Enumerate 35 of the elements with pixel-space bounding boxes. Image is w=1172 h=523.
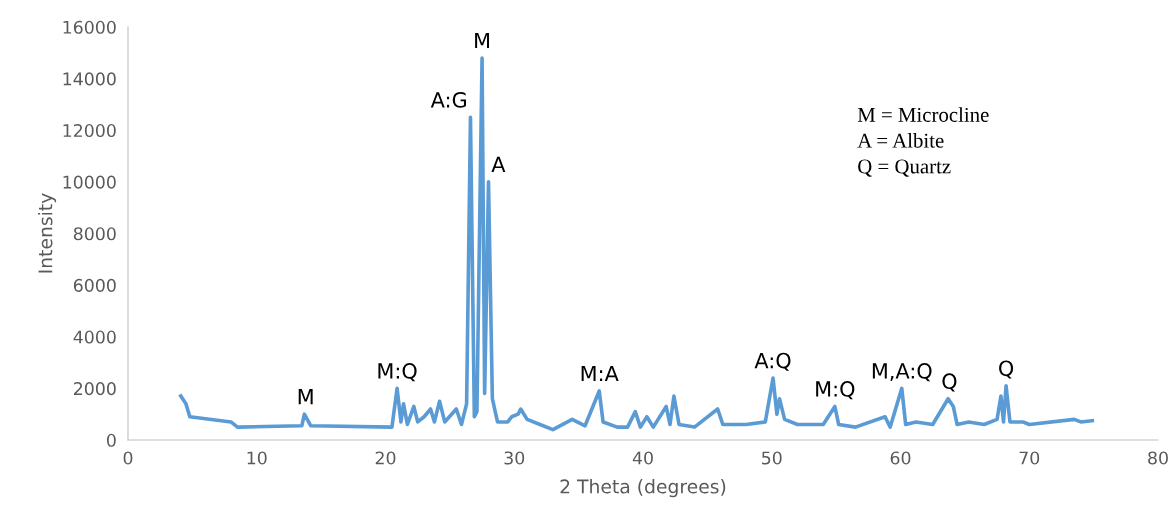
annotation: M:Q xyxy=(378,363,417,382)
y-tick-label: 0 xyxy=(106,433,116,447)
annotation: M xyxy=(475,32,490,49)
annotation: M:A xyxy=(581,365,619,382)
annotation: M:Q xyxy=(816,381,855,400)
x-tick-label: 20 xyxy=(375,451,396,465)
x-tick-label: 80 xyxy=(1148,451,1168,465)
annotation: A:G xyxy=(430,91,466,108)
y-tick-label: 4000 xyxy=(73,330,116,344)
annotation: Q = Quartz xyxy=(858,159,951,177)
annotation: M xyxy=(298,389,313,405)
x-tick-label: 40 xyxy=(632,451,653,465)
annotation: A:Q xyxy=(754,352,791,371)
y-tick-label: 12000 xyxy=(63,123,116,138)
annotation: A xyxy=(491,156,506,172)
x-tick-label: 70 xyxy=(1019,451,1040,465)
x-axis-title: 2 Theta (degrees) xyxy=(560,479,726,498)
x-tick-label: 10 xyxy=(247,451,267,465)
y-tick-label: 8000 xyxy=(73,227,116,241)
annotation: Q xyxy=(942,373,957,392)
x-tick-label: 60 xyxy=(890,451,911,465)
y-axis-title: Intensity xyxy=(37,193,57,273)
annotation: M = Microcline xyxy=(857,107,989,122)
annotation: A = Albite xyxy=(857,133,944,148)
x-tick-label: 0 xyxy=(123,451,133,465)
line-series xyxy=(178,56,1095,432)
x-tick-label: 50 xyxy=(762,451,782,465)
y-tick-label: 10000 xyxy=(63,175,116,189)
y-tick-label: 14000 xyxy=(63,72,116,86)
x-tick-label: 30 xyxy=(504,451,525,465)
y-tick-label: 6000 xyxy=(73,278,116,292)
annotation: M,A:Q xyxy=(872,363,932,382)
annotation: Q xyxy=(999,360,1014,379)
y-tick-label: 16000 xyxy=(63,20,116,34)
y-tick-label: 2000 xyxy=(73,382,116,396)
